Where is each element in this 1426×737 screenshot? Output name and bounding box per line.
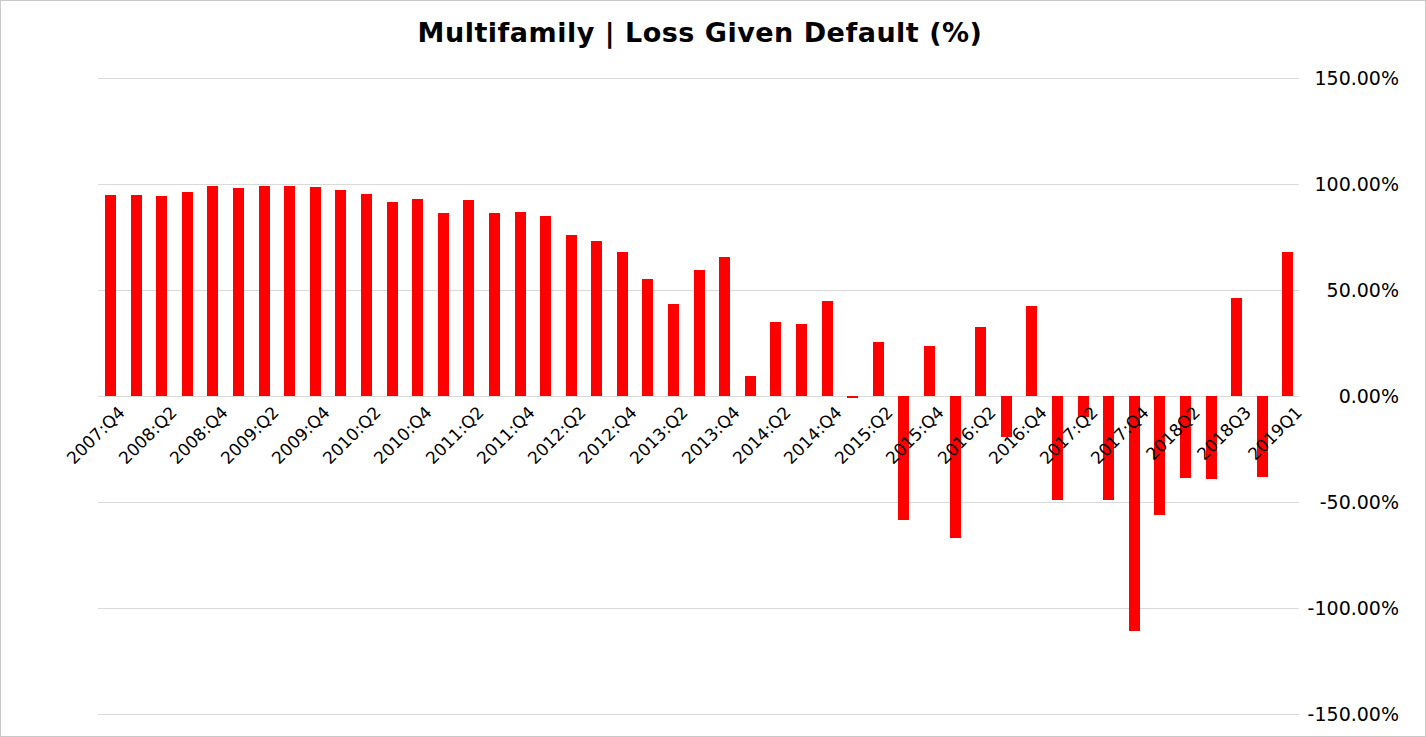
bar — [1026, 306, 1037, 396]
bar — [847, 396, 858, 398]
bar — [591, 241, 602, 396]
bar — [105, 195, 116, 396]
bar — [284, 186, 295, 396]
y-tick-label: 100.00% — [1279, 173, 1399, 195]
chart-container: Multifamily | Loss Given Default (%) 150… — [0, 0, 1426, 737]
bar — [694, 270, 705, 396]
gridline — [98, 714, 1299, 715]
bar — [515, 212, 526, 396]
gridline — [98, 78, 1299, 79]
bar — [387, 202, 398, 396]
bar — [361, 194, 372, 396]
x-tick-label: 2018Q2 — [1143, 403, 1203, 463]
bar — [489, 213, 500, 396]
bar — [207, 186, 218, 396]
bar — [719, 257, 730, 396]
bar — [1282, 252, 1293, 396]
bar — [310, 187, 321, 396]
bar — [1231, 298, 1242, 396]
bar — [131, 195, 142, 396]
bar — [540, 216, 551, 396]
x-tick-label: 2018Q3 — [1194, 403, 1254, 463]
bar — [668, 304, 679, 396]
bar — [873, 342, 884, 396]
chart-title: Multifamily | Loss Given Default (%) — [1, 17, 1399, 48]
y-tick-label: 50.00% — [1279, 279, 1399, 301]
bar — [182, 192, 193, 396]
bar — [156, 196, 167, 396]
bar — [770, 322, 781, 396]
gridline — [98, 396, 1299, 397]
bar — [796, 324, 807, 396]
bar — [335, 190, 346, 396]
gridline — [98, 502, 1299, 503]
bar — [950, 396, 961, 538]
y-tick-label: 0.00% — [1279, 385, 1399, 407]
y-tick-label: -150.00% — [1279, 703, 1399, 725]
bar — [259, 186, 270, 396]
bar — [438, 213, 449, 396]
bar — [463, 200, 474, 396]
bar — [642, 279, 653, 396]
x-tick-label: 2019Q1 — [1245, 403, 1305, 463]
bar — [975, 327, 986, 396]
bar — [924, 346, 935, 396]
y-tick-label: 150.00% — [1279, 67, 1399, 89]
bar — [233, 188, 244, 396]
y-tick-label: -50.00% — [1279, 491, 1399, 513]
y-tick-label: -100.00% — [1279, 597, 1399, 619]
gridline — [98, 184, 1299, 185]
gridline — [98, 608, 1299, 609]
bar — [412, 199, 423, 396]
bar — [617, 252, 628, 396]
bar — [745, 376, 756, 396]
bar — [822, 301, 833, 396]
bar — [566, 235, 577, 396]
